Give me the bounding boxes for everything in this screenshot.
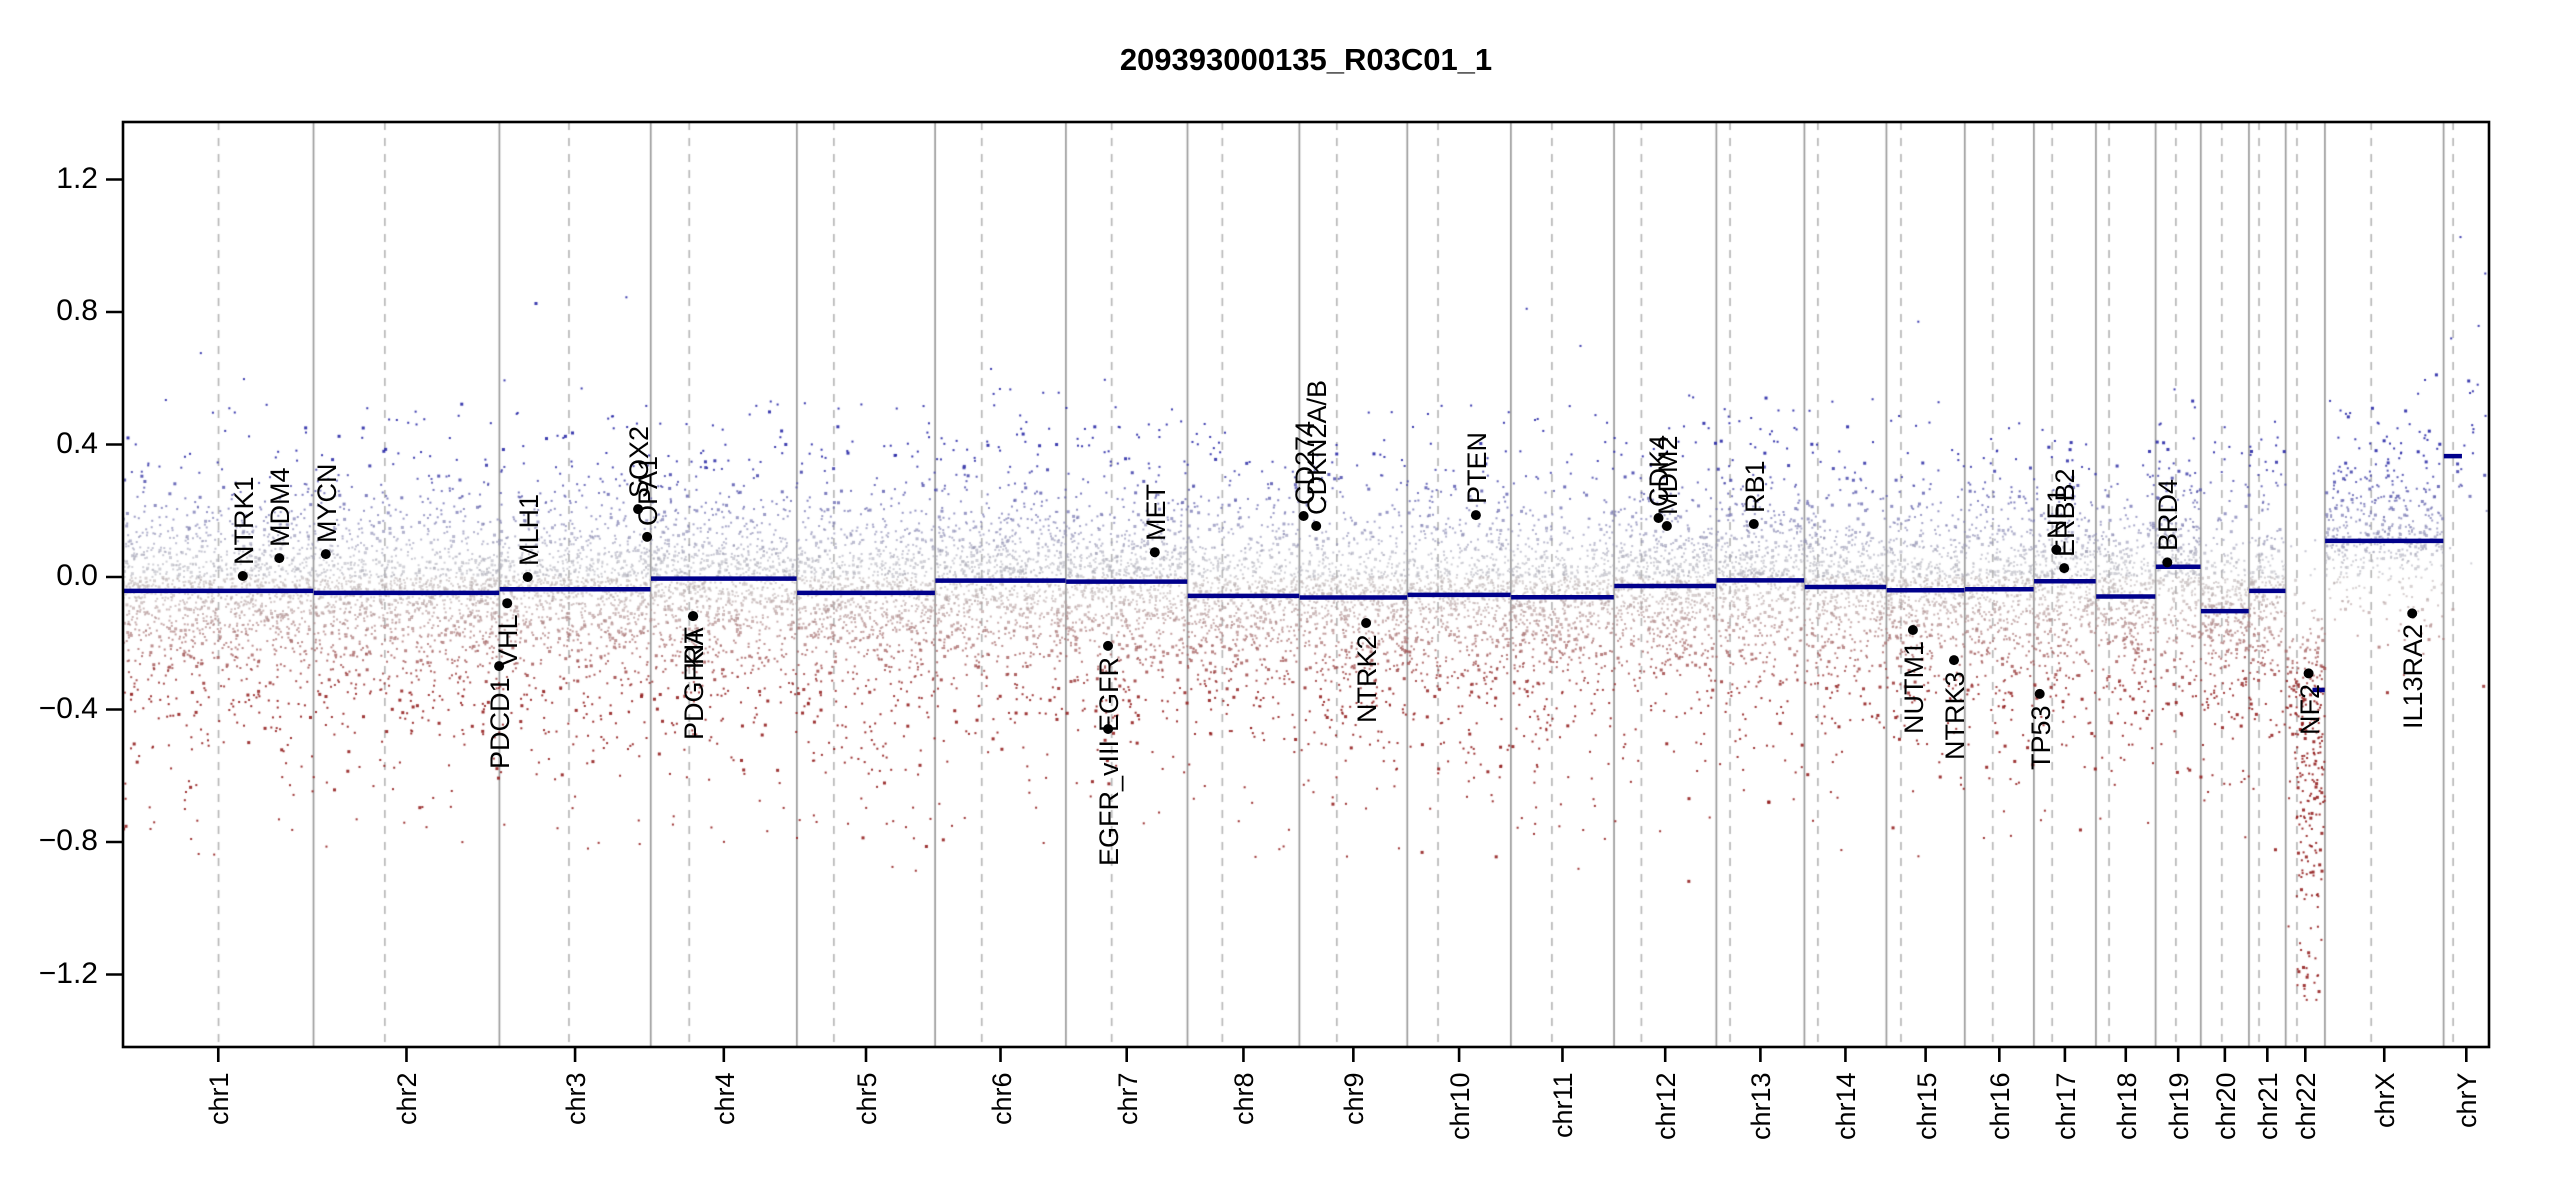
gene-marker-CDKN2AB [1311, 521, 1322, 531]
gene-marker-KIT [688, 611, 699, 622]
gene-marker-PTEN [1470, 510, 1481, 521]
gene-marker-VHL [502, 598, 513, 609]
gene-marker-MYCN [320, 549, 331, 560]
gene-marker-BRD4 [2162, 557, 2173, 568]
gene-marker-MET [1149, 547, 1160, 558]
gene-marker-ERBB2 [2059, 563, 2070, 574]
gene-marker-NTRK1 [237, 571, 248, 581]
gene-marker-TP53 [2034, 688, 2045, 699]
gene-marker-NTRK2 [1361, 618, 1372, 628]
gene-marker-IL13RA2 [2407, 608, 2418, 619]
gene-marker-RB1 [1748, 519, 1759, 529]
gene-marker-MDM2 [1661, 521, 1672, 531]
gene-marker-MDM4 [274, 553, 285, 564]
gene-marker-CDK4 [1653, 513, 1664, 523]
gene-marker-MLH1 [522, 572, 533, 582]
gene-marker-CD274 [1298, 511, 1309, 521]
gene-marker-SOX2 [633, 504, 644, 515]
gene-marker-EGFR [1103, 640, 1113, 651]
plot-box [121, 120, 2491, 1049]
gene-marker-PDCD1 [494, 661, 505, 672]
gene-marker-NF1 [2051, 544, 2062, 555]
gene-marker-NF2 [2303, 668, 2314, 679]
gene-marker-OPA1 [642, 531, 653, 542]
gene-marker-NUTM1 [1907, 625, 1918, 635]
gene-marker-EGFR_vIII [1103, 724, 1114, 734]
gene-marker-NTRK3 [1949, 655, 1959, 666]
